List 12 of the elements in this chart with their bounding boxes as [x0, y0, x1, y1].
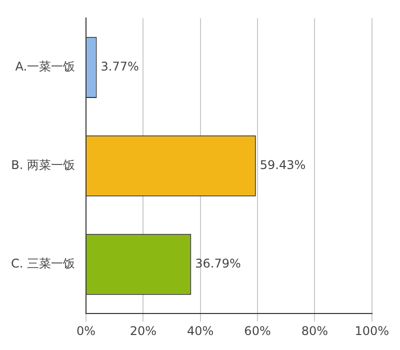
x-tick-label: 40%: [187, 324, 214, 338]
y-tick-label: A.一菜一饭: [15, 60, 76, 74]
x-tick-label: 20%: [130, 324, 157, 338]
y-tick-label: C. 三菜一饭: [10, 256, 76, 270]
x-tick-label: 60%: [244, 324, 271, 338]
x-tick-label: 80%: [301, 324, 328, 338]
data-label: 3.77%: [100, 60, 139, 74]
x-tick-label: 0%: [76, 324, 96, 338]
data-label: 36.79%: [195, 256, 241, 270]
y-tick-label: B. 两菜一饭: [11, 158, 76, 172]
data-label: 59.43%: [260, 158, 306, 172]
x-tick-label: 100%: [354, 324, 390, 338]
